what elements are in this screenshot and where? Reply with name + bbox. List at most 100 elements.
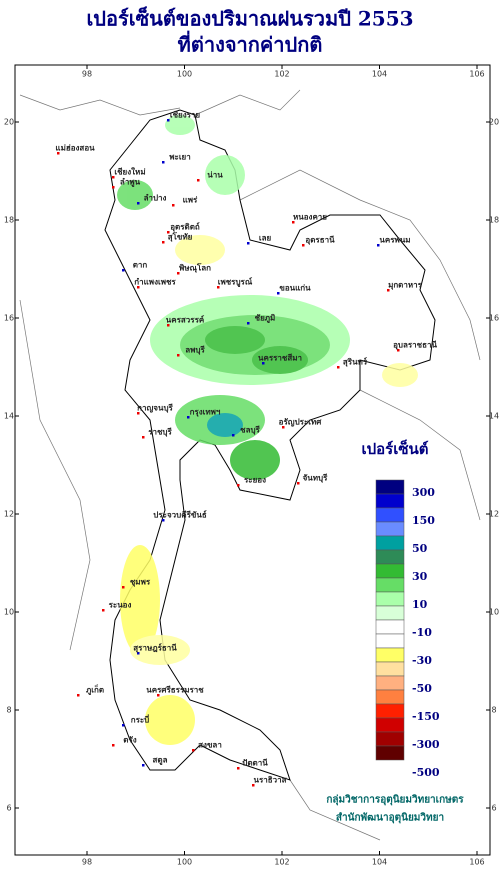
legend-swatch [375,717,405,733]
province-label: จันทบุรี [303,473,329,484]
legend-swatch [375,661,405,677]
province-label: มุกดาหาร [388,281,423,291]
lon-tick-label: 106 [469,70,484,79]
legend-swatch [375,619,405,635]
station-dot [337,366,340,369]
legend-swatch [375,535,405,551]
legend-label: 30 [412,570,428,583]
province-label: พิษณุโลก [179,263,211,274]
legend-swatch [375,591,405,607]
lon-tick-label: 104 [372,70,387,79]
neighbor-borders [19,89,481,841]
province-label: หนองคาย [293,213,327,222]
lat-tick-label: 18 [489,216,499,225]
legend-swatch [375,689,405,705]
lon-tick-label: 104 [372,858,387,867]
province-label: ตรัง [123,736,136,745]
station-dot [122,724,125,727]
lon-tick-label: 102 [274,70,289,79]
credit: สำนักพัฒนาอุตุนิยมวิทยา [336,812,444,824]
station-dot [142,764,145,767]
legend-label: 150 [412,514,435,527]
province-label: แม่ฮ่องสอน [55,144,95,153]
lat-tick-label: 14 [4,412,14,421]
station-dot [112,186,115,189]
station-dot [247,322,250,325]
lat-tick-label: 10 [489,608,499,617]
province-label: ชุมพร [130,578,151,588]
province-label: สุโขทัย [168,232,193,243]
station-dot [122,586,125,589]
station-dot [187,416,190,419]
province-label: พะเยา [169,153,190,162]
legend-label: -300 [412,738,440,751]
legend-label: 10 [412,598,428,611]
station-dot [162,161,165,164]
station-dot [137,286,140,289]
station-dot [387,289,390,292]
station-dot [252,784,255,787]
station-dot [122,269,125,272]
lat-tick-label: 18 [4,216,14,225]
station-dot [57,152,60,155]
lat-tick-label: 14 [489,412,499,421]
lon-tick-label: 98 [82,70,92,79]
legend-label: -50 [412,682,432,695]
station-dot [237,767,240,770]
lon-tick-label: 102 [274,858,289,867]
station-dot [112,744,115,747]
station-dot [142,436,145,439]
station-dot [292,221,295,224]
lon-tick-label: 106 [469,858,484,867]
station-dot [282,426,285,429]
province-label: กระบี่ [131,714,150,725]
station-dot [177,272,180,275]
lat-tick-label: 6 [491,804,496,813]
legend-label: -150 [412,710,440,723]
station-dot [197,179,200,182]
station-dot [167,231,170,234]
province-label: ราชบุรี [148,427,172,438]
station-dot [302,244,305,247]
legend-label: -10 [412,626,432,639]
legend-swatch [375,549,405,565]
station-dot [262,362,265,365]
lat-tick-label: 20 [489,118,499,127]
province-label: อุบลราชธานี [393,340,437,351]
province-label: สตูล [153,756,168,766]
legend-swatch [375,703,405,719]
province-label: ลำปาง [144,194,167,203]
lon-tick-label: 100 [177,70,192,79]
station-dot [137,202,140,205]
legend-label: -500 [412,766,440,779]
legend-swatch [375,675,405,691]
station-dot [162,519,165,522]
legend-swatch [375,493,405,509]
station-dot [192,749,195,752]
lat-tick-label: 20 [4,118,14,127]
province-label: อุดรธานี [305,235,335,246]
legend-label: 50 [412,542,428,555]
station-dot [137,412,140,415]
credit: กลุ่มวิชาการอุตุนิยมวิทยาเกษตร [326,794,464,806]
legend-label: 300 [412,486,435,499]
province-label: เลย [259,234,272,243]
province-label: อรัญประเทศ [279,418,323,428]
legend-swatch [375,521,405,537]
lat-tick-label: 12 [4,510,14,519]
province-label: เชียงราย [170,110,201,120]
legend-swatch [375,479,405,495]
province-label: เชียงใหม่ [114,167,145,177]
province-label: น่าน [207,171,223,180]
station-dot [277,292,280,295]
province-label: ประจวบคีรีขันธ์ [153,510,207,520]
station-dot [112,176,115,179]
province-label: ตาก [133,261,148,270]
rain-anomaly-fill [117,115,418,745]
legend-label: -30 [412,654,432,667]
legend-swatch [375,647,405,663]
province-label: ลำพูน [120,178,141,188]
province-label: สงขลา [198,741,222,750]
legend-swatch [375,745,405,761]
legend-swatch [375,563,405,579]
